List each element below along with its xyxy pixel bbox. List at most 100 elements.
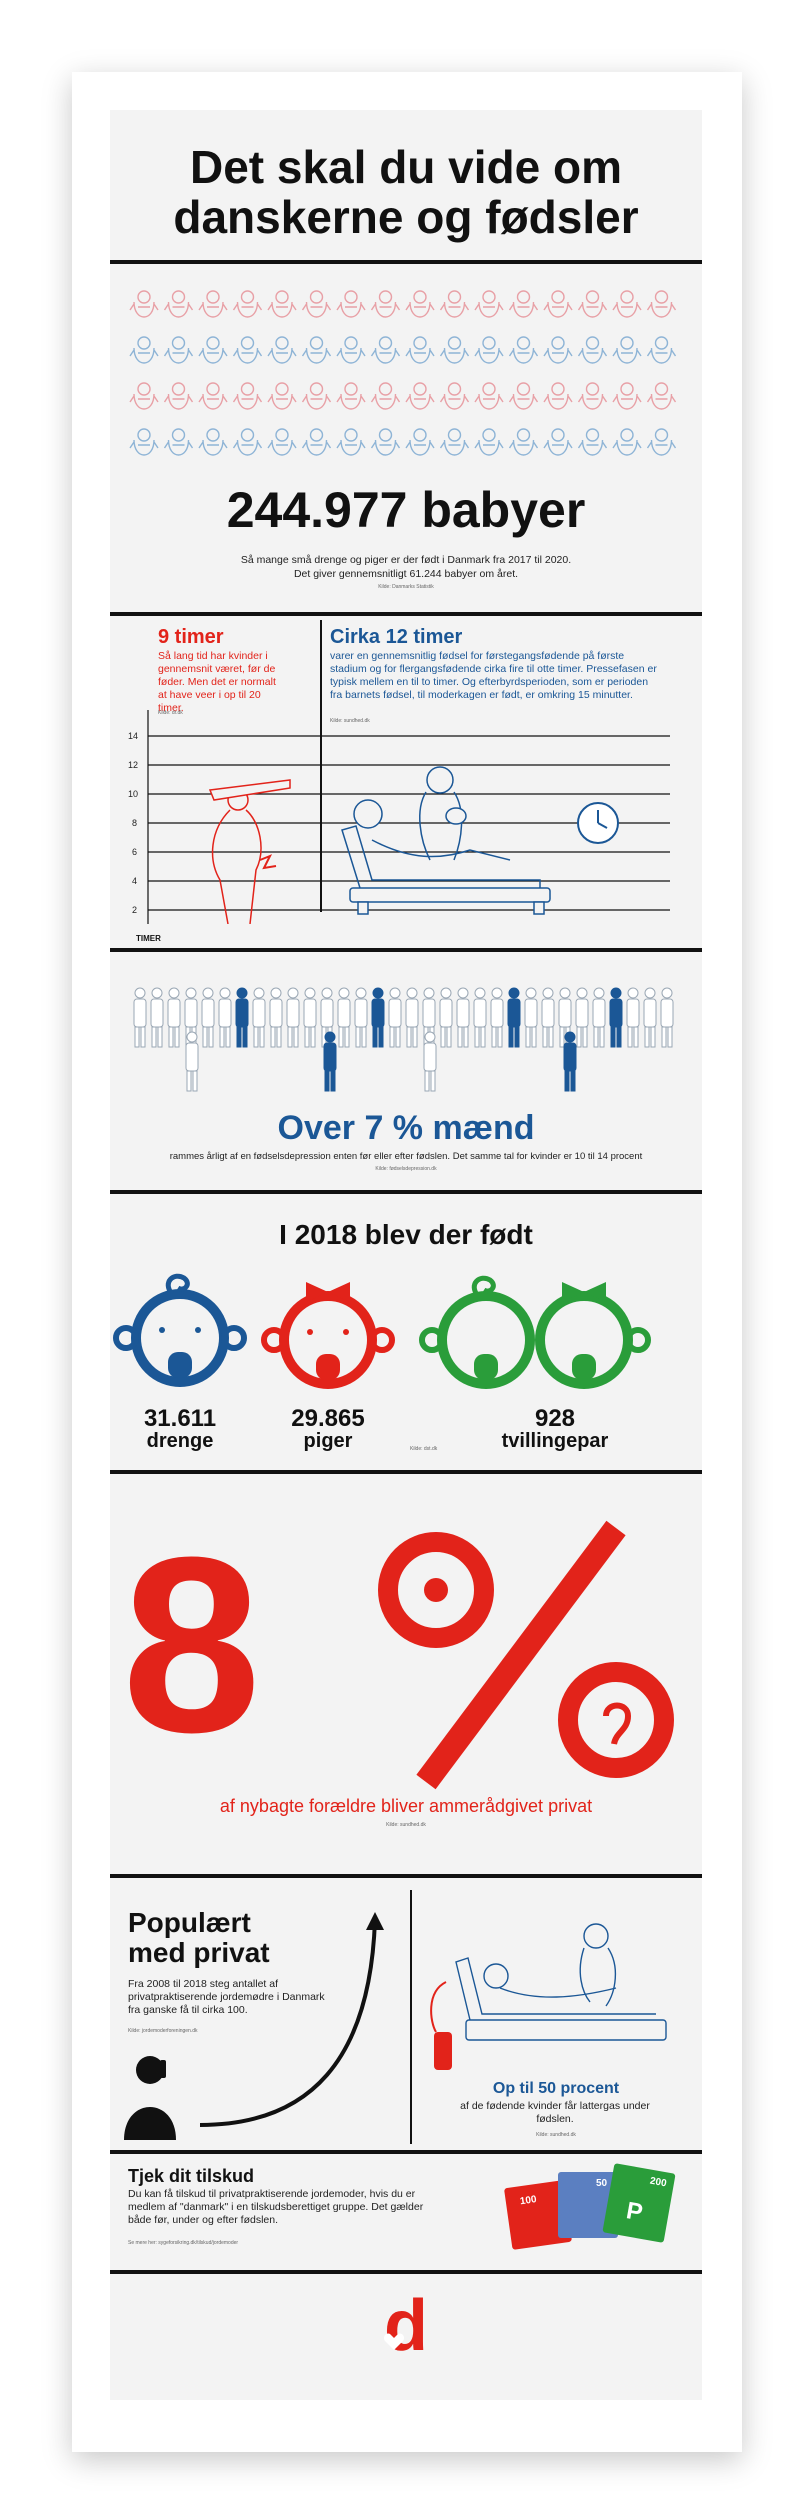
person-icon [439, 987, 453, 1048]
babies-caption-2: Det giver gennemsnitligt 61.244 babyer o… [293, 568, 519, 580]
banknote-100-icon: 100 [504, 2180, 572, 2250]
person-icon [286, 987, 300, 1048]
labor-right-text: varer en gennemsnitlig fødsel for første… [330, 650, 657, 701]
baby-icon [508, 428, 539, 456]
baby-icon [301, 336, 332, 364]
gas-source: Kilde: sundhed.dk [536, 2132, 576, 2138]
baby-icon [198, 290, 228, 318]
person-icon [185, 1031, 199, 1092]
baby-icon [232, 336, 263, 364]
boys-value: 31.611 [143, 1405, 217, 1432]
baby-icon [439, 336, 470, 364]
baby-icon [129, 290, 159, 318]
baby-icon [301, 382, 332, 410]
baby-icon [336, 382, 366, 410]
baby-icon [474, 290, 504, 318]
person-icon [456, 987, 470, 1048]
labor-divider [320, 620, 322, 912]
twins-label: tvillingepar [501, 1430, 609, 1452]
pacifier-icon [572, 1354, 596, 1380]
person-icon [405, 987, 419, 1048]
person-icon [269, 987, 283, 1048]
breastfeeding-source: Kilde: sundhed.dk [386, 1822, 426, 1828]
labor-left-text: Så lang tid har kvinder i gennemsnit vær… [158, 650, 276, 714]
baby-icon [198, 336, 228, 364]
twins-faces-icon [419, 1275, 651, 1389]
baby-icon [370, 428, 401, 456]
baby-icon [232, 428, 263, 456]
person-icon [323, 1031, 337, 1092]
baby-icon [129, 428, 159, 456]
tick-label: 6 [132, 847, 138, 857]
baby-icon [129, 336, 159, 364]
baby-icon [336, 290, 366, 318]
person-icon [563, 1031, 577, 1092]
baby-icon [439, 382, 470, 410]
depression-headline: Over 7 % mænd [277, 1109, 535, 1147]
heart-icon [383, 2333, 405, 2350]
divider [110, 1874, 702, 1878]
babies-headline: 244.977 babyer [226, 482, 586, 538]
births-source: Kilde: dst.dk [410, 1446, 438, 1452]
private-title: Populært med privat [128, 1907, 270, 1968]
gas-tank-icon [430, 1981, 452, 2070]
baby-icon [198, 428, 228, 456]
baby-icon [405, 428, 435, 456]
baby-icon [474, 382, 504, 410]
baby-icon [543, 336, 573, 364]
baby-icon [336, 428, 366, 456]
axis-unit: TIMER [136, 934, 161, 943]
growth-graphic [124, 1912, 384, 2140]
page-title: Det skal du vide om danskerne og fødsler [173, 141, 639, 243]
person-icon [218, 987, 232, 1048]
labor-right-source: Kilde: sundhed.dk [330, 718, 370, 724]
clock-icon [577, 802, 619, 844]
banknote-50-icon: 50 [558, 2172, 618, 2238]
person-icon [235, 987, 249, 1048]
baby-icon [370, 382, 401, 410]
divider [110, 2150, 702, 2154]
divider [110, 1190, 702, 1194]
person-phone-icon [124, 2056, 176, 2140]
tick-label: 2 [132, 905, 138, 915]
baby-icon [163, 290, 194, 318]
baby-icon [646, 382, 677, 410]
tick-label: 12 [128, 760, 139, 770]
subsidy-title: Tjek dit tilskud [128, 2166, 255, 2186]
baby-icon [543, 290, 573, 318]
baby-icon [508, 336, 539, 364]
baby-icon [267, 336, 297, 364]
person-icon [541, 987, 555, 1048]
labor-left-source: Kilde: dr.dk [158, 710, 183, 716]
baby-icon [405, 290, 435, 318]
girls-value: 29.865 [291, 1405, 365, 1432]
boy-face-icon [113, 1273, 247, 1387]
baby-icon [612, 336, 642, 364]
person-icon [524, 987, 538, 1048]
twins-value: 928 [534, 1405, 576, 1432]
gas-text: af de fødende kvinder får lattergas unde… [460, 2100, 650, 2125]
boys-label: drenge [146, 1430, 214, 1452]
baby-icon [370, 290, 401, 318]
babies-source: Kilde: Danmarks Statistik [378, 584, 434, 590]
growth-curve [199, 1919, 377, 2127]
laughing-gas-graphic [430, 1923, 667, 2070]
baby-icon [646, 290, 677, 318]
brand-logo: d [384, 2286, 428, 2366]
person-icon [507, 987, 521, 1048]
baby-icon [577, 428, 608, 456]
person-icon [133, 987, 147, 1048]
baby-icon [474, 336, 504, 364]
person-icon [660, 987, 674, 1048]
baby-icon [646, 428, 677, 456]
divider [110, 948, 702, 952]
divider [110, 260, 702, 264]
baby-icon [543, 428, 573, 456]
baby-icon [612, 382, 642, 410]
baby-icon [508, 290, 539, 318]
svg-text:P: P [624, 2197, 644, 2226]
labor-left-title: 9 timer [158, 626, 224, 648]
birth-scene-icon [341, 766, 551, 915]
pregnant-woman-icon [208, 779, 291, 924]
person-icon [490, 987, 504, 1048]
